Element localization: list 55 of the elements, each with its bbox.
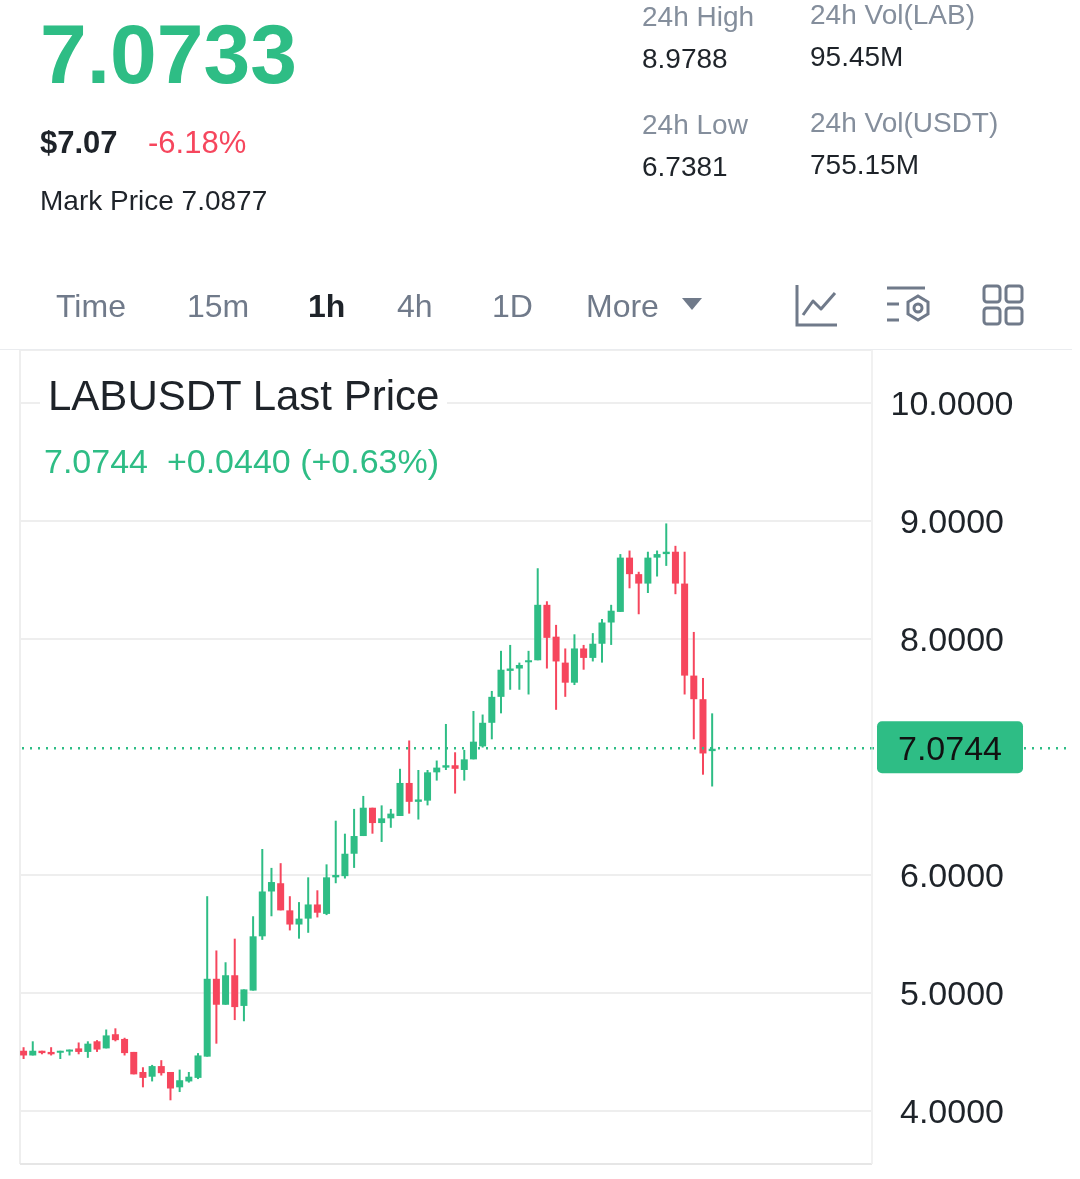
y-tick-label: 6.0000 (900, 856, 1004, 895)
text: Time (56, 287, 126, 326)
candlestick (589, 632, 597, 663)
candlestick (304, 876, 312, 934)
candlestick (414, 768, 422, 821)
text: $7.07 (40, 124, 118, 162)
candlestick (580, 643, 588, 671)
candlestick (626, 549, 634, 590)
y-tick-label: 5.0000 (900, 974, 1004, 1013)
candlestick (515, 661, 523, 691)
candlestick (295, 901, 303, 940)
candlestick (451, 751, 459, 795)
candlestick (690, 630, 698, 741)
text: 1h (308, 287, 346, 326)
text: 24h High (642, 0, 755, 34)
text: Mark Price 7.0877 (40, 184, 268, 218)
text: 7.0744 +0.0440 (+0.63%) (44, 442, 440, 481)
text: 4h (397, 287, 433, 326)
text: 24h Vol(USDT) (810, 106, 999, 140)
candlestick (176, 1068, 184, 1094)
candlestick (561, 647, 569, 698)
candlestick (525, 649, 533, 696)
candlestick (286, 895, 294, 932)
text: 24h Low (642, 108, 748, 142)
candlestick (267, 866, 275, 918)
y-tick-label: 8.0000 (900, 620, 1004, 659)
text: 95.45M (810, 40, 904, 74)
candlestick (350, 807, 358, 869)
text: 6.7381 (642, 150, 728, 184)
candlestick (368, 806, 376, 835)
text: 15m (187, 287, 250, 326)
candlestick (313, 889, 321, 919)
text: 8.9788 (642, 42, 728, 76)
text: 7.0733 (40, 6, 297, 103)
text: 755.15M (810, 148, 919, 182)
candlestick (194, 1052, 202, 1081)
candlestick (607, 603, 615, 646)
candlestick (341, 832, 349, 880)
text: 24h Vol(LAB) (810, 0, 975, 32)
ref-line-label: 7.0744 (898, 729, 1002, 768)
candlestick (598, 617, 606, 664)
candlestick (139, 1066, 147, 1089)
candlestick (166, 1070, 174, 1102)
candlestick (405, 739, 413, 815)
candlestick (653, 549, 661, 578)
candlestick (378, 804, 386, 843)
y-tick-label: 4.0000 (900, 1091, 1004, 1130)
text: -6.18% (148, 124, 247, 162)
text: More (586, 287, 659, 326)
y-tick-label: 10.0000 (890, 384, 1014, 423)
text: 1D (492, 287, 533, 326)
candlestick (240, 988, 248, 1023)
candlestick (635, 570, 643, 616)
y-tick-label: 9.0000 (900, 502, 1004, 541)
text: LABUSDT Last Price (40, 372, 448, 420)
